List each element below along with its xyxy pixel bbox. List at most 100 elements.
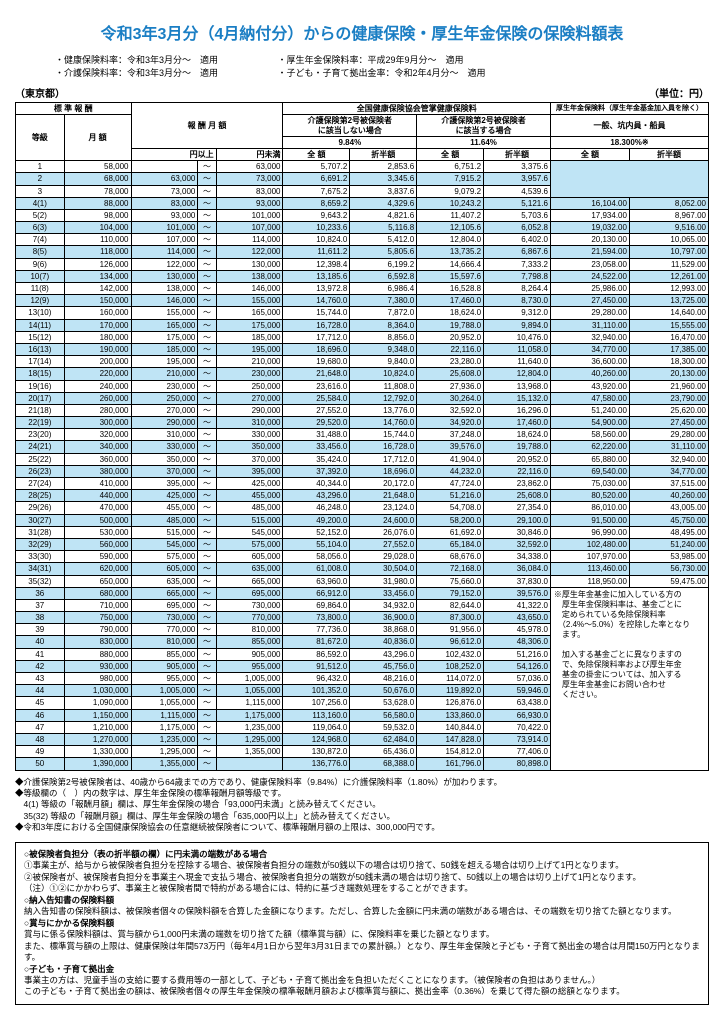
cell: 73,000 xyxy=(216,173,283,185)
cell: 58,000 xyxy=(64,161,131,173)
cell: 175,000 xyxy=(216,319,283,331)
cell: 101,352.0 xyxy=(283,685,350,697)
cell: 515,000 xyxy=(216,514,283,526)
th-rate1: 9.84% xyxy=(283,136,417,148)
cell: 6,691.2 xyxy=(283,173,350,185)
cell: 54,900.00 xyxy=(550,417,629,429)
cell: 34,338.0 xyxy=(484,551,551,563)
cell: ～ xyxy=(198,648,216,660)
table-row: 33(30)590,000575,000～605,00058,056.029,0… xyxy=(16,551,709,563)
cell: 10,065.00 xyxy=(629,234,708,246)
cell: 37,830.0 xyxy=(484,575,551,587)
cell: 665,000 xyxy=(216,575,283,587)
cell: 5,116.8 xyxy=(350,222,417,234)
cell: 13,968.0 xyxy=(484,380,551,392)
note: ・健康保険料率：令和3年3月分～ 適用 xyxy=(55,54,275,67)
cell: 138,000 xyxy=(131,283,198,295)
cell xyxy=(216,758,283,770)
table-row: 31(28)530,000515,000～545,00052,152.026,0… xyxy=(16,526,709,538)
cell: 7,872.0 xyxy=(350,307,417,319)
table-row: 32(29)560,000545,000～575,00055,104.027,5… xyxy=(16,538,709,550)
cell: 16,470.00 xyxy=(629,331,708,343)
cell: 13,972.8 xyxy=(283,283,350,295)
cell: 1,055,000 xyxy=(216,685,283,697)
cell: 370,000 xyxy=(216,453,283,465)
table-row: 13(10)160,000155,000～165,00015,744.07,87… xyxy=(16,307,709,319)
cell: 500,000 xyxy=(64,514,131,526)
cell: 545,000 xyxy=(216,526,283,538)
cell: 20,172.0 xyxy=(350,478,417,490)
th-rate3: 18.300%※ xyxy=(550,136,708,148)
th-half: 折半額 xyxy=(629,148,708,160)
cell: 6(3) xyxy=(16,222,65,234)
cell: 455,000 xyxy=(216,490,283,502)
cell: 35(32) xyxy=(16,575,65,587)
cell: 69,864.0 xyxy=(283,599,350,611)
cell: 12,804.0 xyxy=(484,368,551,380)
cell: 1,005,000 xyxy=(131,685,198,697)
cell: 10,824.0 xyxy=(283,234,350,246)
table-row: 24(21)340,000330,000～350,00033,456.016,7… xyxy=(16,441,709,453)
cell: 40,260.00 xyxy=(629,490,708,502)
cell: 27(24) xyxy=(16,478,65,490)
cell: 56,730.00 xyxy=(629,563,708,575)
cell: 6,751.2 xyxy=(417,161,484,173)
cell: 8,856.0 xyxy=(350,331,417,343)
cell: 210,000 xyxy=(216,356,283,368)
cell: 230,000 xyxy=(131,380,198,392)
cell: 51,240.00 xyxy=(629,538,708,550)
cell: 15,555.00 xyxy=(629,319,708,331)
cell: 955,000 xyxy=(216,660,283,672)
cell: 1,030,000 xyxy=(64,685,131,697)
cell: 80,898.0 xyxy=(484,758,551,770)
cell: 695,000 xyxy=(216,587,283,599)
cell: ～ xyxy=(198,356,216,368)
cell: 3,345.6 xyxy=(350,173,417,185)
cell: 68,388.0 xyxy=(350,758,417,770)
cell: 48,495.00 xyxy=(629,526,708,538)
th-kenpo: 全国健康保険協会管掌健康保険料 xyxy=(283,103,550,115)
cell: 250,000 xyxy=(131,392,198,404)
cell: 395,000 xyxy=(216,465,283,477)
cell: 32,940.00 xyxy=(629,453,708,465)
cell: 1,090,000 xyxy=(64,697,131,709)
cell: 63,000 xyxy=(131,173,198,185)
cell: 21,648.0 xyxy=(283,368,350,380)
note: ・厚生年金保険料率：平成29年9月分～ 適用 xyxy=(278,54,498,67)
th-range: 報 酬 月 額 xyxy=(131,103,283,149)
cell: 136,776.0 xyxy=(283,758,350,770)
cell: 32(29) xyxy=(16,538,65,550)
cell: 190,000 xyxy=(64,343,131,355)
cell: 680,000 xyxy=(64,587,131,599)
cell: 29,280.00 xyxy=(550,307,629,319)
cell: 8,364.0 xyxy=(350,319,417,331)
cell: 114,000 xyxy=(216,234,283,246)
cell: ～ xyxy=(198,441,216,453)
th-general: 一般、坑内員・船員 xyxy=(550,115,708,136)
cell: 20,130.00 xyxy=(550,234,629,246)
cell: ～ xyxy=(198,514,216,526)
footnote: ◆介護保険第2号被保険者は、40歳から64歳までの方であり、健康保険料率（9.8… xyxy=(15,777,709,788)
cell: 21(18) xyxy=(16,404,65,416)
cell: 30,264.0 xyxy=(417,392,484,404)
cell: 290,000 xyxy=(131,417,198,429)
cell: 5,412.0 xyxy=(350,234,417,246)
cell: 18,696.0 xyxy=(283,343,350,355)
cell: 9,516.00 xyxy=(629,222,708,234)
cell: 21,594.00 xyxy=(550,246,629,258)
cell: ～ xyxy=(198,526,216,538)
cell: 695,000 xyxy=(131,599,198,611)
cell: 140,844.0 xyxy=(417,721,484,733)
cell: 83,000 xyxy=(131,197,198,209)
th-withcare: 介護保険第2号被保険者 に該当する場合 xyxy=(417,115,551,136)
cell: 34,932.0 xyxy=(350,599,417,611)
table-row: 19(16)240,000230,000～250,00023,616.011,8… xyxy=(16,380,709,392)
cell: ～ xyxy=(198,502,216,514)
cell: 575,000 xyxy=(131,551,198,563)
table-row: 4(1)88,00083,000～93,0008,659.24,329.610,… xyxy=(16,197,709,209)
cell: 1,295,000 xyxy=(216,733,283,745)
cell: 1,390,000 xyxy=(64,758,131,770)
cell: 9,840.0 xyxy=(350,356,417,368)
cell: 11(8) xyxy=(16,283,65,295)
cell: 19,680.0 xyxy=(283,356,350,368)
